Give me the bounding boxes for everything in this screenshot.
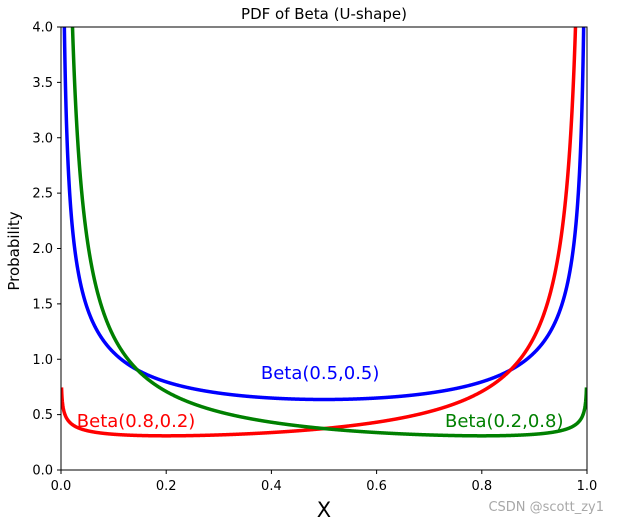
x-tick-label: 0.2: [156, 479, 177, 494]
y-tick-label: 1.5: [32, 297, 53, 312]
y-tick-label: 0.5: [32, 408, 53, 423]
y-tick-label: 4.0: [32, 21, 53, 36]
x-tick-label: 0.6: [366, 479, 387, 494]
series-layer: [61, 27, 587, 438]
plot-frame: [60, 26, 588, 471]
series-label-3: Beta(0.2,0.8): [445, 411, 564, 432]
series-line-3: [70, 27, 587, 438]
y-axis: 0.0 0.5 1.0 1.5 2.0 2.5 3.0 3.5 4.0: [32, 21, 61, 479]
series-annotations: Beta(0.5,0.5) Beta(0.8,0.2) Beta(0.2,0.8): [77, 363, 564, 432]
y-tick-label: 3.0: [32, 131, 53, 146]
x-tick-label: 0.0: [51, 479, 72, 494]
chart-title: PDF of Beta (U-shape): [241, 5, 407, 23]
series-line-1: [62, 27, 586, 402]
y-axis-label: Probability: [5, 211, 23, 290]
y-tick-label: 2.0: [32, 242, 53, 257]
series-label-1: Beta(0.5,0.5): [261, 363, 380, 384]
y-tick-label: 0.0: [32, 464, 53, 479]
x-axis-label: X: [317, 498, 331, 522]
x-tick-label: 1.0: [577, 479, 598, 494]
y-tick-label: 3.5: [32, 76, 53, 91]
y-tick-label: 1.0: [32, 353, 53, 368]
series-label-2: Beta(0.8,0.2): [77, 411, 196, 432]
y-tick-label: 2.5: [32, 187, 53, 202]
x-tick-label: 0.8: [471, 479, 492, 494]
x-axis: 0.0 0.2 0.4 0.6 0.8 1.0: [51, 470, 598, 494]
watermark: CSDN @scott_zy1: [488, 500, 604, 515]
x-tick-label: 0.4: [261, 479, 282, 494]
